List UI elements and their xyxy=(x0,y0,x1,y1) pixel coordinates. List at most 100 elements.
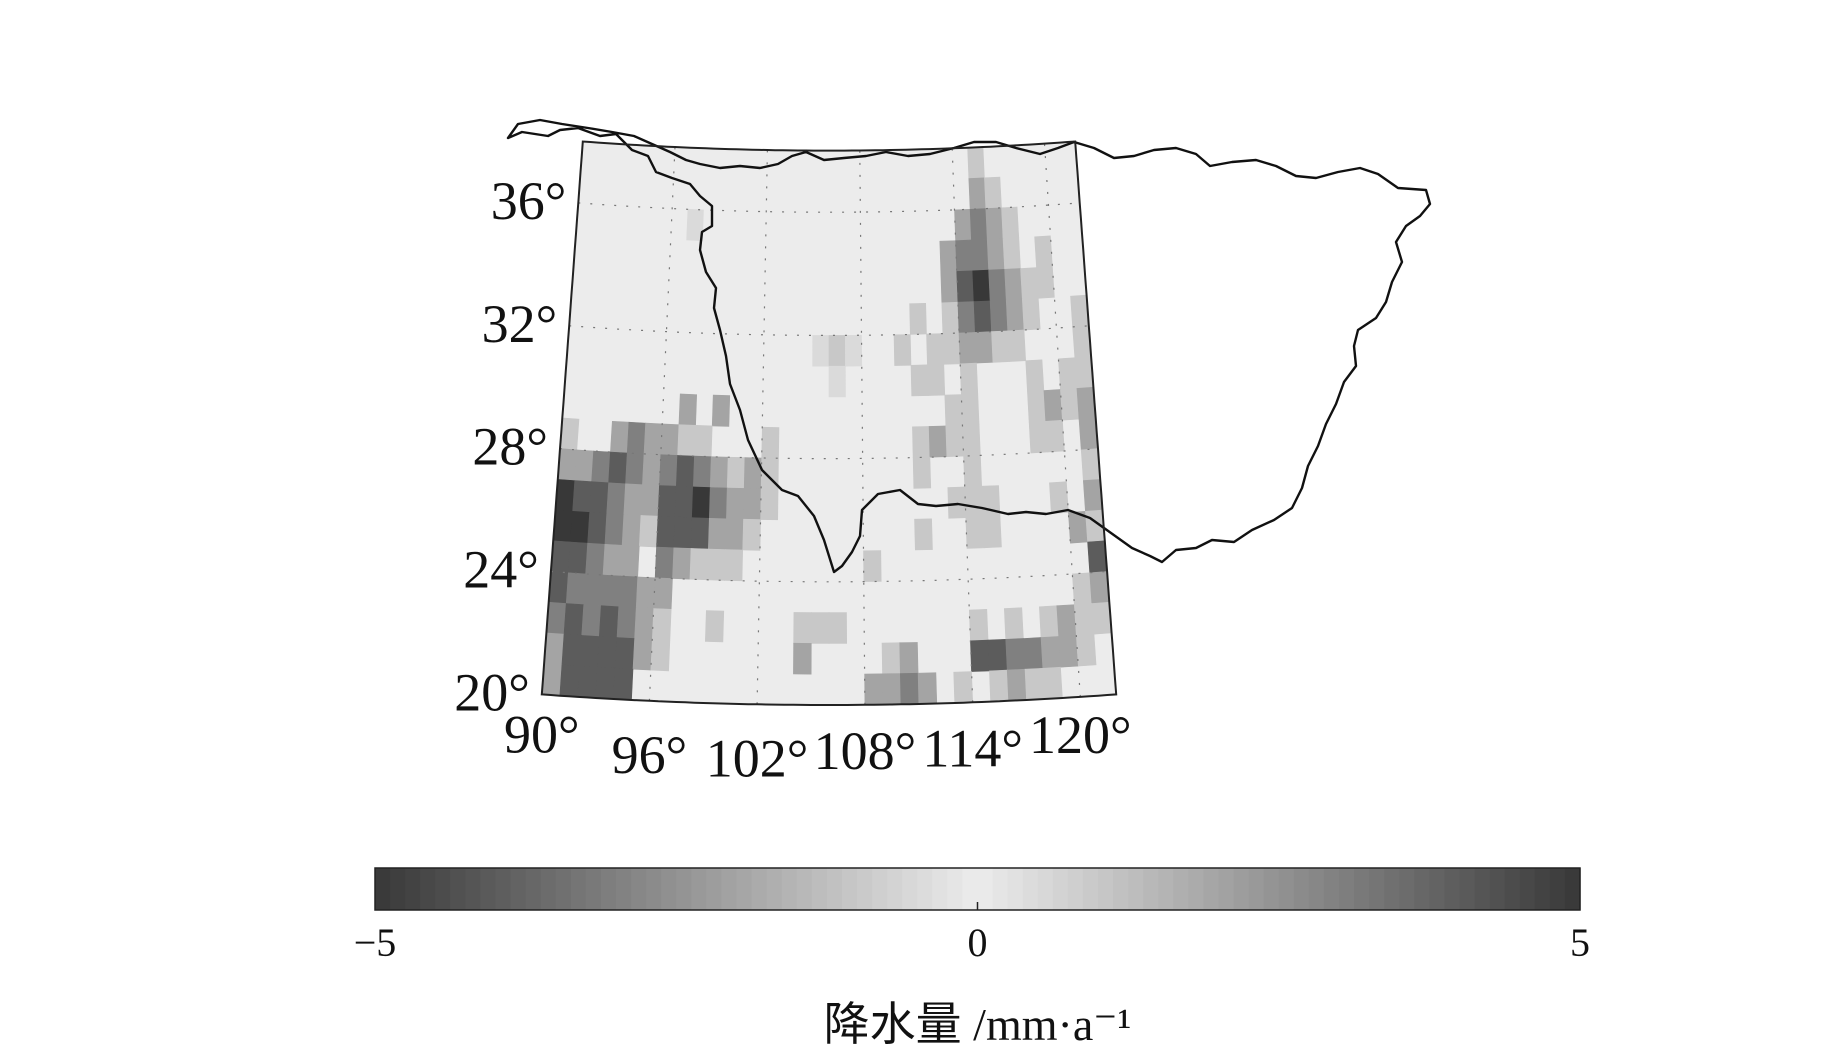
colorbar-swatch xyxy=(706,868,723,910)
colorbar-swatch xyxy=(1037,868,1054,910)
grid-cell xyxy=(881,642,901,675)
grid-cell xyxy=(589,481,609,514)
grid-cell xyxy=(1021,297,1041,331)
grid-cell xyxy=(672,547,692,580)
colorbar-swatch xyxy=(1233,868,1250,910)
grid-cell xyxy=(828,335,846,367)
colorbar-swatch xyxy=(1414,868,1430,910)
colorbar-swatch xyxy=(570,868,587,910)
grid-cell xyxy=(743,488,762,520)
grid-cell xyxy=(620,544,640,578)
colorbar-swatch xyxy=(1067,868,1084,910)
colorbar-swatch xyxy=(1444,868,1461,910)
grid-cell xyxy=(991,330,1010,363)
lon-label-96: 96° xyxy=(612,725,688,785)
colorbar-swatch xyxy=(1128,868,1144,910)
grid-cell xyxy=(643,422,663,456)
grid-cells xyxy=(541,141,1117,705)
grid-cell xyxy=(678,393,698,426)
grid-cell xyxy=(604,513,625,546)
grid-cell xyxy=(968,608,989,642)
grid-cell xyxy=(574,449,594,483)
lat-label-20: 20° xyxy=(454,662,530,722)
colorbar-swatch xyxy=(1098,868,1114,910)
grid-cell xyxy=(1040,636,1061,669)
grid-cell xyxy=(638,515,659,548)
grid-cell xyxy=(927,363,946,396)
grid-cell xyxy=(912,456,932,489)
grid-cell xyxy=(563,603,585,636)
meridian-line xyxy=(756,149,768,705)
colorbar-swatch xyxy=(375,868,391,910)
meridian-line xyxy=(648,146,676,701)
grid-cell xyxy=(726,487,745,520)
colorbar-swatch xyxy=(1459,868,1476,910)
colorbar-swatch xyxy=(465,868,482,910)
graticule xyxy=(550,143,1108,705)
colorbar-swatch xyxy=(1489,868,1506,910)
grid-cell xyxy=(561,633,583,667)
lon-label-120: 120° xyxy=(1029,705,1132,765)
grid-cell xyxy=(595,666,616,700)
colorbar-swatch xyxy=(872,868,888,910)
grid-cell xyxy=(632,638,653,671)
grid-cell xyxy=(941,301,960,334)
colorbar-swatch xyxy=(495,868,512,910)
colorbar-swatch xyxy=(1293,868,1310,910)
colorbar-swatch xyxy=(1113,868,1129,910)
grid-cell xyxy=(982,515,1002,549)
grid-cell xyxy=(973,300,992,333)
grid-cell xyxy=(707,517,727,550)
grid-cell xyxy=(1027,390,1047,423)
lat-label-24: 24° xyxy=(463,540,539,600)
grid-cell xyxy=(947,486,967,519)
grid-cell xyxy=(1089,571,1110,604)
grid-cell xyxy=(1028,420,1048,454)
colorbar-swatch xyxy=(1248,868,1265,910)
colorbar-swatch xyxy=(917,868,933,910)
colorbar-swatch xyxy=(947,868,964,910)
grid-cell xyxy=(587,512,608,545)
grid-cell xyxy=(616,606,637,639)
grid-cell xyxy=(634,607,655,640)
colorbar-swatch xyxy=(661,868,677,910)
lat-label-28: 28° xyxy=(472,417,548,477)
lon-label-108: 108° xyxy=(814,721,917,781)
grid-cell xyxy=(742,518,761,551)
grid-cell xyxy=(909,302,927,335)
grid-cell xyxy=(567,541,588,575)
grid-cell xyxy=(864,673,884,705)
grid-cell xyxy=(1023,637,1044,670)
grid-cell xyxy=(940,271,959,304)
grid-cell xyxy=(660,423,680,456)
colorbar-swatch xyxy=(887,868,903,910)
grid-cell xyxy=(985,207,1004,240)
grid-cell xyxy=(691,486,711,519)
grid-cell xyxy=(598,605,620,638)
colorbar-swatch xyxy=(691,868,707,910)
colorbar-swatch xyxy=(1369,868,1385,910)
grid-cell xyxy=(989,669,1009,702)
colorbar-swatch xyxy=(631,868,647,910)
colorbar-swatch xyxy=(480,868,497,910)
colorbar-swatch xyxy=(1158,868,1174,910)
grid-cell xyxy=(899,672,920,705)
grid-cell xyxy=(988,268,1007,302)
colorbar-swatch xyxy=(826,868,843,910)
grid-cell xyxy=(1038,605,1060,638)
colorbar-swatches xyxy=(375,868,1581,910)
lon-label-114: 114° xyxy=(922,718,1023,778)
colorbar-swatch xyxy=(1188,868,1205,910)
grid-cell xyxy=(828,365,846,398)
grid-cell xyxy=(963,455,983,488)
grid-cell xyxy=(882,673,902,705)
grid-cell xyxy=(967,146,985,179)
grid-cell xyxy=(656,515,676,549)
grid-cell xyxy=(793,612,812,644)
grid-cell xyxy=(709,456,729,489)
grid-cell xyxy=(559,664,581,698)
grid-cell xyxy=(1003,607,1024,640)
lon-label-102: 102° xyxy=(706,728,809,788)
grid-cell xyxy=(912,426,931,458)
grid-cell xyxy=(893,334,912,366)
